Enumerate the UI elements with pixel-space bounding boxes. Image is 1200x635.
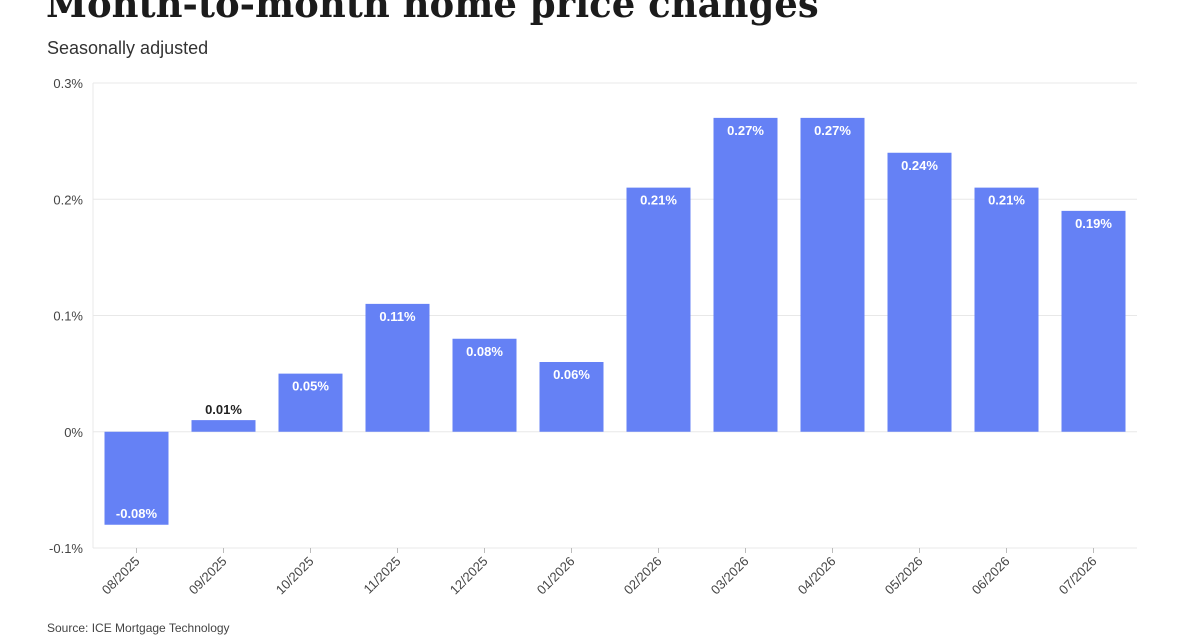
y-tick-label: 0.1% (53, 309, 83, 324)
bar (104, 431, 169, 525)
x-tick-label: 07/2026 (1056, 554, 1100, 598)
bar-data-label: 0.05% (292, 379, 329, 394)
bar (887, 152, 952, 432)
x-tick-label: 09/2025 (186, 554, 230, 598)
bar-data-label: 0.27% (727, 123, 764, 138)
bar-data-label: 0.01% (205, 402, 242, 417)
x-tick-label: 04/2026 (795, 554, 839, 598)
y-tick-label: -0.1% (49, 541, 83, 556)
x-tick-label: 10/2025 (273, 554, 317, 598)
x-tick-label: 08/2025 (99, 554, 143, 598)
bar-data-label: 0.24% (901, 158, 938, 173)
bar-data-label: 0.08% (466, 344, 503, 359)
bar (191, 420, 256, 432)
chart-title: Month-to-month home price changes (46, 0, 819, 26)
y-tick-label: 0.2% (53, 192, 83, 207)
chart-subtitle: Seasonally adjusted (47, 38, 209, 58)
bar (539, 362, 604, 432)
bar (1061, 210, 1126, 432)
source-note: Source: ICE Mortgage Technology (47, 621, 230, 635)
y-tick-label: 0.3% (53, 76, 83, 91)
x-tick-label: 05/2026 (882, 554, 926, 598)
bar-data-label: 0.21% (988, 193, 1025, 208)
x-tick-label: 02/2026 (621, 554, 665, 598)
bar-data-label: 0.11% (379, 309, 416, 324)
bar (713, 117, 778, 432)
x-tick-label: 01/2026 (534, 554, 578, 598)
bar-data-label: 0.27% (814, 123, 851, 138)
bar-data-label: 0.19% (1075, 216, 1112, 231)
bar-data-label: 0.21% (640, 193, 677, 208)
bar (278, 373, 343, 432)
x-tick-label: 11/2025 (360, 554, 403, 597)
bar-data-label: -0.08% (116, 506, 158, 521)
bar (626, 187, 691, 432)
y-tick-label: 0% (64, 425, 83, 440)
x-tick-label: 03/2026 (708, 554, 752, 598)
bar (800, 117, 865, 432)
bar (452, 338, 517, 432)
x-tick-label: 12/2025 (447, 554, 491, 598)
x-tick-label: 06/2026 (969, 554, 1013, 598)
bar (974, 187, 1039, 432)
bar-data-label: 0.06% (553, 367, 590, 382)
bar (365, 303, 430, 432)
